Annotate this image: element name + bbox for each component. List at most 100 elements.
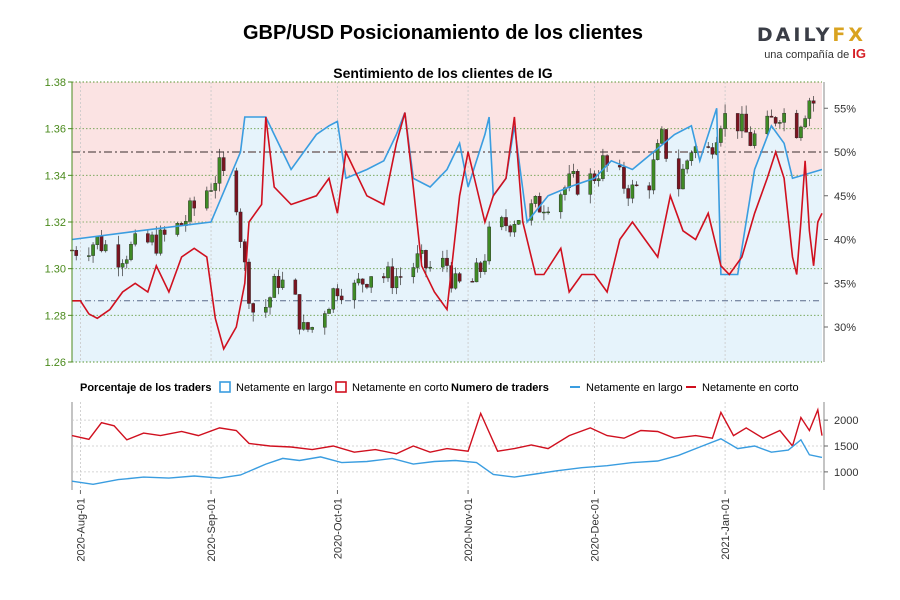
candle-body [516, 220, 521, 225]
candle-body [352, 282, 357, 301]
candle-body [276, 276, 281, 288]
percent-tick-label: 30% [834, 322, 856, 334]
candle-body [769, 115, 774, 118]
candle-body [217, 157, 222, 184]
candle-body [209, 190, 213, 192]
candle-body [331, 288, 336, 310]
candle-body [735, 113, 740, 132]
candle-body [339, 295, 344, 301]
price-tick-label: 1.38 [45, 77, 66, 89]
candle-body [188, 200, 192, 222]
candle-body [335, 288, 340, 297]
legend-percent-short: Netamente en corto [352, 382, 449, 394]
candle-body [74, 250, 79, 256]
candle-body [601, 155, 605, 179]
candle-body [272, 276, 277, 298]
percent-tick-label: 40% [834, 235, 856, 247]
candle-body [778, 122, 782, 124]
candle-body [575, 171, 580, 195]
candle-body [390, 266, 395, 289]
candle-body [811, 100, 816, 104]
candle-body [428, 266, 432, 269]
candle-body [807, 100, 812, 119]
candle-body [660, 129, 664, 144]
legend-percent-title: Porcentaje de los traders [80, 382, 211, 394]
candle-body [356, 278, 361, 284]
candle-body [398, 276, 403, 278]
candle-body [323, 313, 327, 328]
candle-body [293, 279, 298, 295]
candle-body [546, 211, 550, 214]
candle-body [154, 234, 159, 254]
candle-body [474, 262, 479, 283]
candle-body [571, 171, 576, 175]
legend-count-title: Numero de traders [451, 382, 549, 394]
candle-body [150, 234, 154, 243]
candle-body [87, 255, 91, 257]
candle-body [719, 128, 723, 143]
candle-body [453, 273, 458, 289]
price-tick-label: 1.36 [45, 124, 66, 136]
candle-body [563, 187, 567, 195]
candle-body [622, 166, 626, 189]
candle-body [158, 229, 163, 254]
candle-body [508, 225, 513, 233]
candle-body [685, 160, 689, 170]
candle-body [175, 223, 180, 235]
date-tick-label: 2020-Nov-01 [463, 498, 475, 562]
candle-body [676, 158, 681, 190]
candle-body [440, 257, 445, 268]
percent-tick-label: 50% [834, 147, 856, 159]
candle-body [664, 129, 668, 159]
short-count-line [71, 407, 823, 455]
candle-body [744, 113, 748, 133]
candle-body [221, 157, 226, 171]
candle-body [457, 273, 462, 282]
date-tick-label: 2020-Oct-01 [332, 498, 344, 559]
candle-body [213, 183, 218, 191]
candle-body [146, 233, 150, 243]
candle-body [567, 173, 571, 188]
candle-body [558, 194, 563, 213]
candle-body [617, 165, 622, 168]
candle-body [99, 236, 104, 252]
legend-count-long: Netamente en largo [586, 382, 683, 394]
candle-body [651, 159, 656, 191]
candle-body [369, 276, 373, 288]
candle-body [394, 276, 399, 289]
candle-body [103, 244, 108, 252]
price-tick-label: 1.28 [45, 310, 66, 322]
chart-title: GBP/USD Posicionamiento de los clientes [242, 22, 644, 44]
date-tick-label: 2020-Aug-01 [75, 498, 87, 562]
date-tick-label: 2021-Jan-01 [720, 498, 732, 560]
candle-body [588, 173, 593, 195]
candle-body [280, 279, 285, 288]
candle-body [803, 118, 807, 128]
logo-word-fx: FX [832, 24, 866, 46]
candle-body [512, 224, 517, 233]
candle-body [365, 284, 369, 288]
candle-body [120, 263, 125, 268]
candle-body [205, 190, 209, 209]
candle-body [681, 168, 685, 190]
legend-percent-long: Netamente en largo [236, 382, 333, 394]
candle-body [360, 278, 365, 285]
candle-body [234, 170, 239, 213]
short-percent-line [72, 112, 823, 351]
candle-body [748, 131, 753, 146]
candle-body [297, 294, 302, 330]
candle-body [542, 211, 546, 214]
legend-short-box [335, 381, 347, 393]
candle-body [327, 308, 331, 314]
candle-body [794, 112, 799, 139]
date-tick-label: 2020-Dec-01 [589, 498, 601, 562]
long-region-fill [72, 108, 822, 362]
candle-body [95, 236, 100, 245]
candle-body [799, 126, 803, 139]
candle-body [626, 188, 630, 199]
candle-body [740, 113, 744, 132]
candle-body [306, 322, 310, 330]
price-tick-label: 1.26 [45, 357, 66, 369]
ig-brand-mark: IG [852, 46, 866, 61]
candle-body [310, 327, 314, 330]
